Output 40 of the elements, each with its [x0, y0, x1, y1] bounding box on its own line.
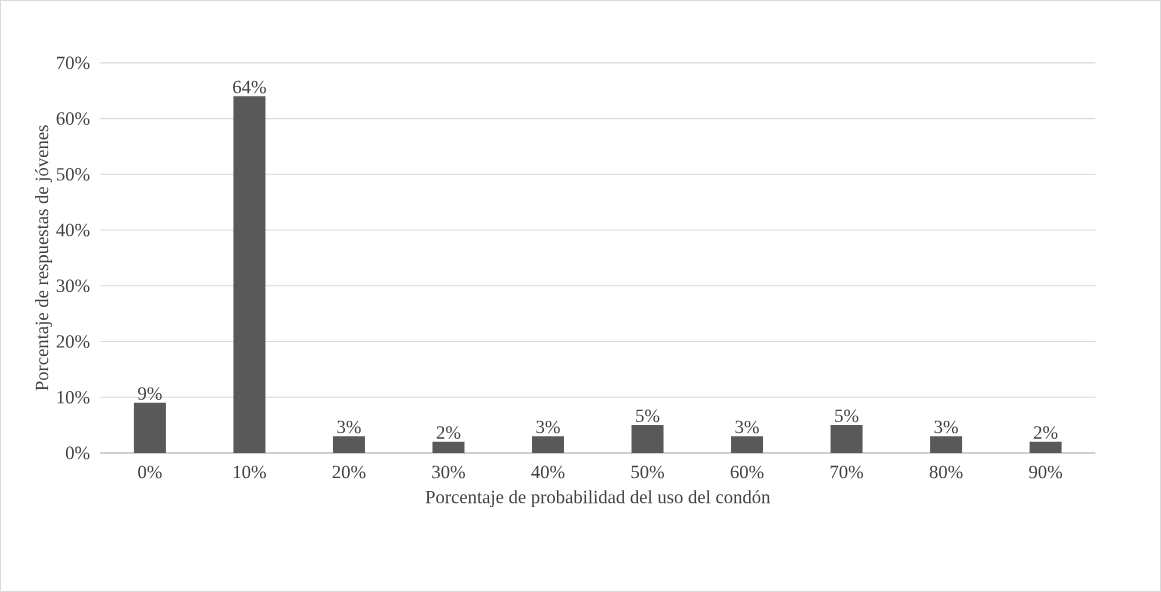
x-axis-title: Porcentaje de probabilidad del uso del condón	[425, 490, 771, 508]
data-label: 2%	[436, 426, 461, 439]
bar	[133, 402, 166, 454]
bar	[830, 425, 863, 454]
x-tick-label: 40%	[531, 465, 565, 479]
bar	[930, 436, 963, 454]
x-tick-label: 50%	[631, 465, 664, 479]
bar	[731, 436, 764, 454]
bar	[631, 425, 664, 454]
data-label: 2%	[1033, 426, 1058, 439]
y-tick-label: 30%	[56, 279, 90, 293]
y-tick-label: 0%	[65, 446, 90, 460]
data-label: 3%	[934, 420, 958, 434]
y-axis-title: Porcentaje de respuestas de jóvenes	[35, 125, 53, 391]
y-tick-label: 50%	[56, 168, 90, 181]
bar	[1029, 441, 1062, 454]
x-tick-label: 20%	[332, 465, 366, 479]
data-label: 3%	[536, 420, 560, 434]
y-tick-label: 70%	[57, 56, 90, 70]
data-label: 9%	[138, 387, 162, 400]
bar	[531, 436, 564, 454]
x-tick-label: 0%	[138, 465, 162, 479]
x-tick-label: 30%	[432, 465, 465, 479]
y-tick-label: 20%	[56, 335, 90, 348]
y-tick-label: 40%	[56, 223, 90, 237]
bar	[233, 96, 266, 454]
data-label: 3%	[337, 420, 361, 434]
data-label: 5%	[835, 409, 859, 423]
y-tick-label: 10%	[57, 390, 90, 404]
x-tick-label: 80%	[929, 465, 963, 479]
x-tick-label: 90%	[1029, 465, 1063, 479]
bar	[432, 441, 465, 454]
data-label: 5%	[636, 409, 660, 423]
x-tick-label: 10%	[233, 465, 266, 479]
data-label: 64%	[233, 80, 266, 94]
data-label: 3%	[735, 420, 759, 434]
y-tick-label: 60%	[56, 112, 90, 126]
x-tick-label: 60%	[730, 465, 764, 479]
bar	[332, 436, 365, 454]
x-tick-label: 70%	[830, 465, 864, 479]
